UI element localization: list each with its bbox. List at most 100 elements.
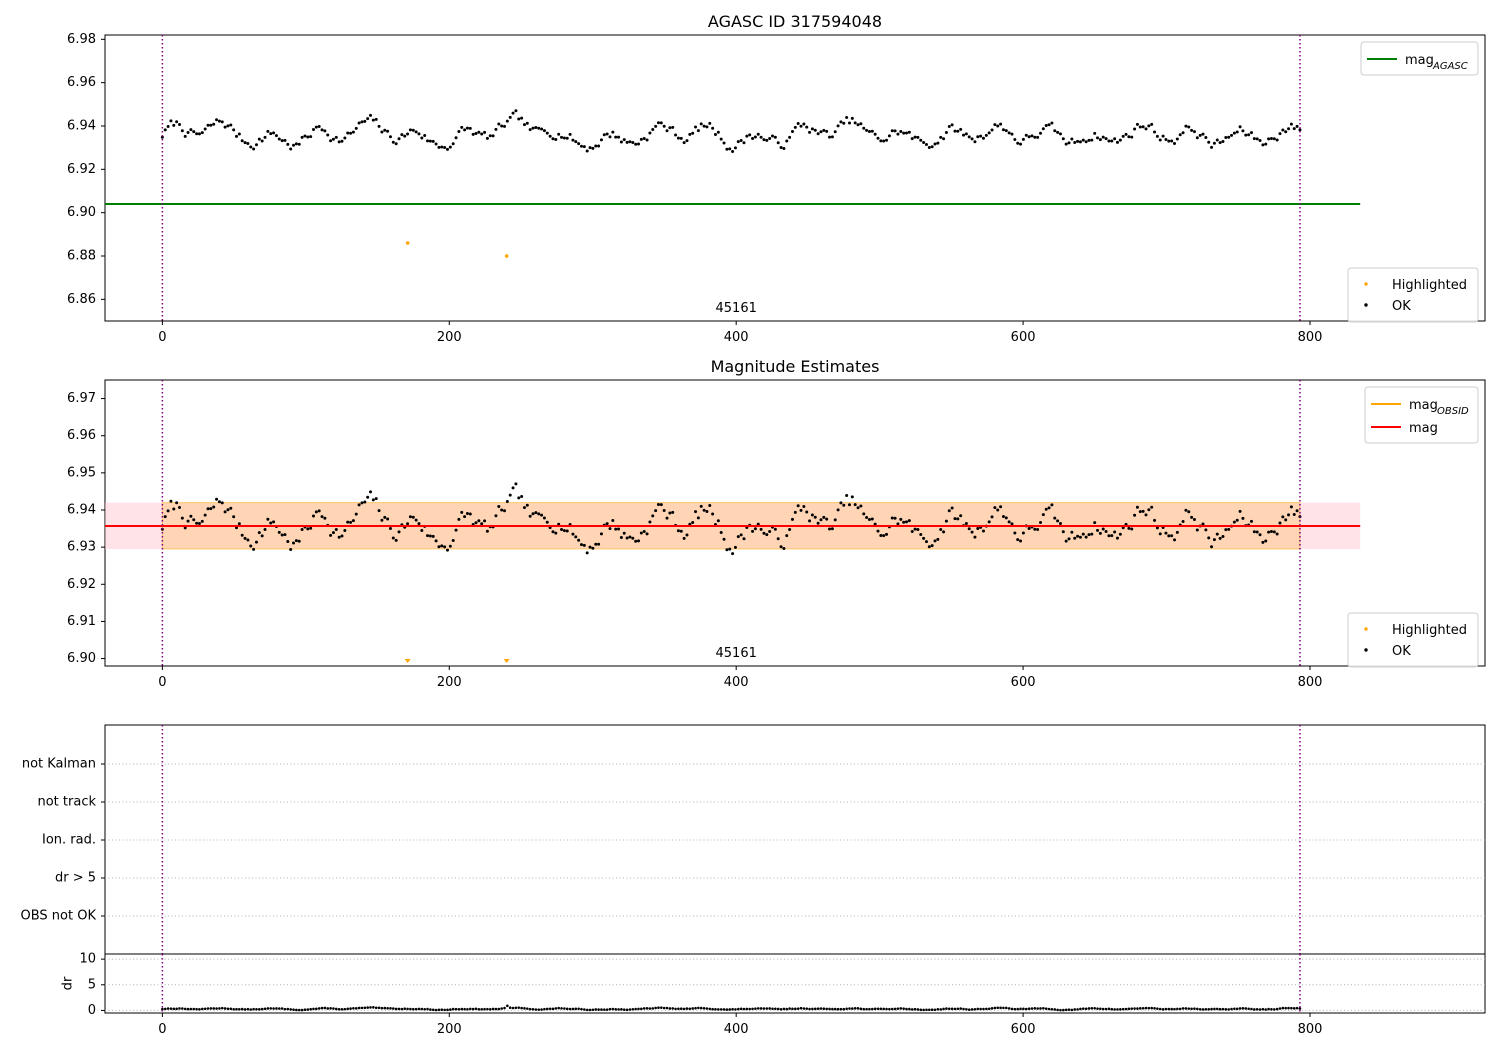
ok-point [1235, 518, 1239, 522]
ok-point [177, 506, 181, 510]
dr-point [520, 1006, 523, 1010]
ok-point [166, 509, 170, 513]
ok-point [454, 136, 458, 140]
dr-point [671, 1007, 675, 1010]
dr-point [1004, 1006, 1008, 1010]
ok-point [545, 131, 549, 135]
ok-point [953, 517, 957, 521]
ok-point [839, 501, 843, 505]
ok-point [1284, 518, 1288, 522]
dr-point [651, 1007, 655, 1010]
dr-point [186, 1007, 190, 1011]
ok-point [297, 142, 301, 146]
ok-point [1141, 509, 1145, 513]
ok-point [1121, 134, 1125, 138]
ok-point [528, 514, 532, 518]
ok-point [1084, 140, 1088, 144]
dr-point [699, 1006, 703, 1010]
dr-point [1213, 1007, 1216, 1011]
x-tick-label: 600 [1011, 330, 1036, 345]
y-tick-label: 0 [88, 1003, 96, 1018]
dr-point [1081, 1007, 1085, 1010]
dr-point [1207, 1007, 1211, 1011]
ok-point [1244, 133, 1248, 137]
dr-point [728, 1008, 732, 1011]
ok-point [753, 527, 757, 531]
flag-label: not Kalman [22, 757, 96, 772]
ok-point [716, 130, 720, 134]
ok-point [708, 121, 712, 125]
dr-point [471, 1007, 475, 1011]
ok-point [520, 494, 524, 498]
ok-point [172, 123, 176, 127]
ok-point [212, 122, 216, 126]
ok-point [1201, 522, 1205, 526]
dr-point [1121, 1007, 1125, 1011]
dr-point [862, 1007, 866, 1011]
ok-point [808, 519, 812, 523]
y-tick-label: 5 [88, 977, 96, 992]
ok-point [494, 127, 498, 131]
dr-point [1264, 1008, 1268, 1011]
ok-point [195, 132, 199, 136]
dr-point [620, 1008, 623, 1011]
ok-point [793, 510, 797, 514]
ok-point [879, 139, 883, 143]
ok-point [480, 132, 484, 136]
ok-point [562, 529, 566, 533]
ok-point [728, 147, 732, 151]
ok-point [380, 130, 384, 134]
ok-point [625, 536, 629, 540]
ok-point [463, 128, 467, 132]
ok-point [1287, 513, 1291, 517]
ok-point [269, 521, 273, 525]
ok-point [594, 542, 598, 546]
ok-point [608, 135, 612, 139]
ok-point [351, 130, 355, 134]
dr-point [697, 1006, 700, 1010]
dr-point [1247, 1007, 1250, 1011]
dr-point [782, 1007, 786, 1011]
dr-point [580, 1007, 583, 1011]
legend-label: Highlighted [1392, 623, 1467, 638]
dr-point [702, 1007, 706, 1010]
ok-point [1073, 536, 1077, 540]
ok-point [1167, 534, 1171, 538]
ok-point [1204, 528, 1208, 532]
dr-point [640, 1007, 643, 1011]
ok-point [924, 142, 928, 146]
dr-point [990, 1007, 994, 1010]
y-tick-label: 6.90 [67, 651, 96, 666]
ok-point [383, 515, 387, 519]
ok-point [215, 118, 219, 122]
ok-point [349, 131, 353, 135]
ok-point [1019, 539, 1023, 543]
x-tick-label: 200 [437, 675, 462, 690]
ok-point [936, 537, 940, 541]
obsid-label: 45161 [716, 301, 757, 316]
dr-point [950, 1007, 954, 1011]
dr-point [523, 1007, 526, 1010]
ok-point [836, 508, 840, 512]
ok-point [1010, 132, 1014, 136]
ok-point [317, 125, 321, 129]
ok-point [1013, 531, 1017, 535]
dr-point [483, 1007, 486, 1011]
ok-point [865, 128, 869, 132]
ok-point [830, 527, 834, 531]
ok-point [1010, 522, 1014, 526]
ok-point [1161, 134, 1165, 138]
ok-point [1007, 520, 1011, 524]
dr-point [831, 1007, 834, 1011]
dr-point [1044, 1007, 1048, 1010]
ok-point [768, 137, 772, 141]
dr-point [993, 1006, 997, 1010]
dr-point [717, 1008, 720, 1011]
ok-point [554, 138, 558, 142]
ok-point [805, 510, 809, 514]
ok-point [970, 137, 974, 141]
ok-point [1044, 507, 1048, 511]
ok-point [867, 517, 871, 521]
ok-point [939, 528, 943, 532]
legend-label: mag [1409, 398, 1438, 413]
